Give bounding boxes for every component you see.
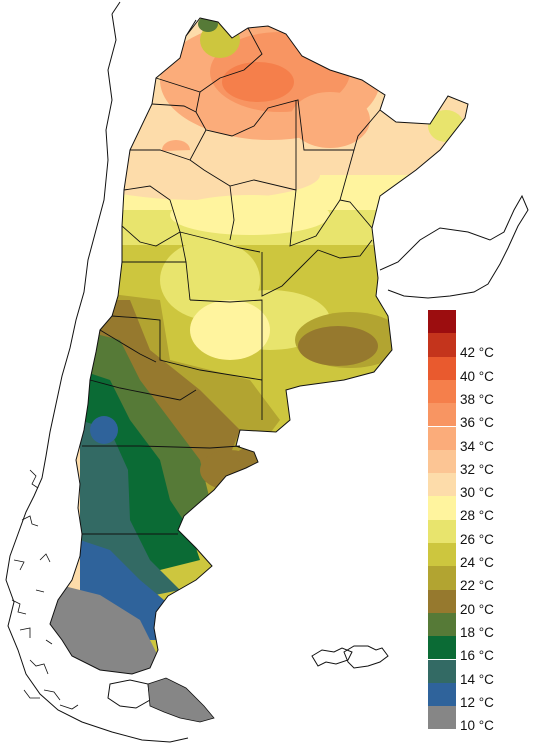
legend-label: 36 °C	[460, 415, 494, 431]
west-coastline	[5, 13, 189, 743]
uruguay-outline	[379, 194, 529, 299]
legend-label: 22 °C	[460, 578, 494, 594]
legend-swatch	[428, 426, 456, 450]
legend-swatch	[428, 706, 456, 730]
legend-swatch	[428, 403, 456, 427]
legend-label: 28 °C	[460, 508, 494, 524]
legend-row: 14 °C	[428, 659, 538, 687]
legend-label: 32 °C	[460, 461, 494, 477]
legend-swatch	[428, 379, 456, 404]
legend-swatch	[428, 333, 456, 357]
legend-swatch	[428, 612, 456, 637]
legend-label: 12 °C	[460, 694, 494, 710]
legend-label: 24 °C	[460, 555, 494, 570]
legend-row: 16 °C	[428, 636, 538, 663]
legend-swatch	[428, 636, 456, 660]
province-borders	[82, 27, 381, 535]
legend-row: 10 °C	[428, 706, 538, 733]
legend-swatch	[428, 566, 456, 590]
legend-label: 10 °C	[460, 718, 494, 734]
legend-row: 32 °C	[428, 449, 538, 477]
legend-label: 14 °C	[460, 671, 494, 687]
legend-swatch	[428, 496, 456, 520]
argentina-outline	[49, 17, 469, 675]
legend-row: 26 °C	[428, 519, 538, 547]
legend-swatch	[428, 473, 456, 497]
legend-label: 42 °C	[460, 345, 494, 361]
legend-swatch	[428, 543, 456, 567]
tierra-del-fuego	[147, 677, 215, 723]
legend-row: 38 °C	[428, 379, 538, 407]
legend-swatch	[428, 449, 456, 474]
chile-islands	[11, 469, 79, 710]
tierra-del-fuego-west	[107, 679, 151, 709]
legend-swatch	[428, 519, 456, 543]
legend-label: 40 °C	[460, 368, 494, 384]
legend-label: 16 °C	[460, 648, 494, 664]
legend-swatch	[428, 356, 456, 380]
legend-row	[428, 310, 538, 334]
legend-row: 36 °C	[428, 403, 538, 430]
legend-row: 24 °C	[428, 543, 538, 570]
legend-label: 38 °C	[460, 391, 494, 407]
north-coast	[111, 1, 197, 37]
legend-swatch	[428, 589, 456, 613]
legend-label: 30 °C	[460, 485, 494, 501]
legend-swatch	[428, 310, 456, 334]
legend-swatch	[428, 659, 456, 683]
legend-label: 34 °C	[460, 438, 494, 454]
legend-swatch	[428, 682, 456, 707]
legend-label: 26 °C	[460, 531, 494, 547]
legend-row: 42 °C	[428, 333, 538, 360]
legend-row: 34 °C	[428, 426, 538, 454]
legend-row: 40 °C	[428, 356, 538, 384]
legend-row: 18 °C	[428, 612, 538, 640]
legend-row: 28 °C	[428, 496, 538, 523]
legend-row: 22 °C	[428, 566, 538, 593]
malvinas-islands	[311, 645, 389, 669]
legend-row: 20 °C	[428, 589, 538, 617]
legend-row: 30 °C	[428, 473, 538, 500]
legend-label: 18 °C	[460, 624, 494, 640]
legend-label: 20 °C	[460, 601, 494, 617]
legend-row: 12 °C	[428, 682, 538, 710]
